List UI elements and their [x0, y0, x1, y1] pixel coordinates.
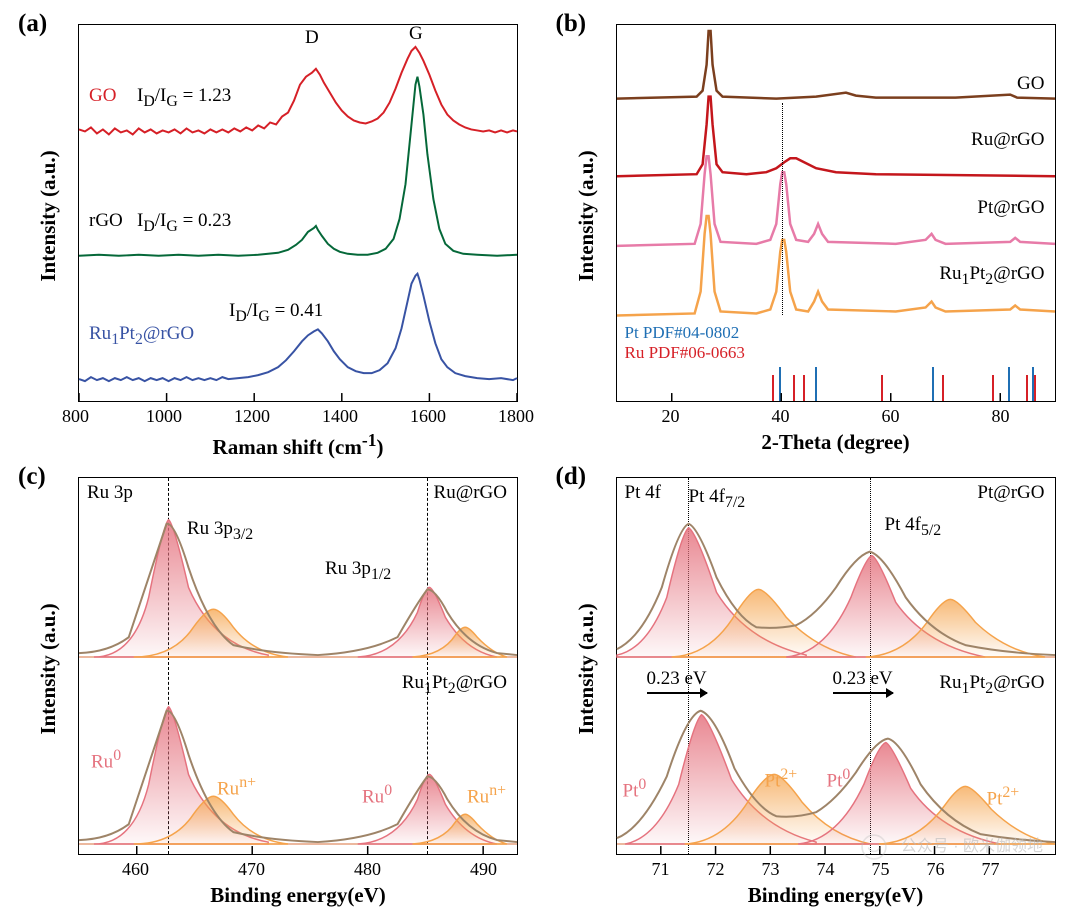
d-region-bot: Ru1Pt2@rGO — [939, 672, 1044, 698]
pdf-ru-label: Ru PDF#06-0663 — [625, 343, 745, 363]
panel-d: (d) — [544, 459, 1074, 904]
c-ru0-l: Ru0 — [91, 747, 121, 773]
xtick-b-60: 60 — [882, 406, 900, 427]
xtick-a-1200: 1200 — [234, 406, 270, 427]
xtick-c-480: 480 — [354, 859, 381, 880]
plot-b: GO Ru@rGO Pt@rGO Ru1Pt2@rGO Pt PDF#04-08… — [616, 24, 1056, 402]
xtick-d-73: 73 — [762, 859, 780, 880]
peak-d-label: D — [305, 27, 319, 49]
d-pt4f72: Pt 4f7/2 — [689, 486, 746, 512]
panel-d-label: (d) — [556, 463, 587, 491]
d-pt2-r: Pt2+ — [987, 784, 1020, 810]
pdf-pt-label: Pt PDF#04-0802 — [625, 323, 740, 343]
plot-c: Ru 3p Ru@rGO Ru 3p3/2 Ru 3p1/2 Ru1Pt2@rG… — [78, 477, 518, 855]
d-shift2: 0.23 eV — [833, 668, 893, 690]
series-rupt-idig: ID/IG = 0.41 — [229, 300, 323, 326]
xtick-a-1000: 1000 — [146, 406, 182, 427]
d-pt2-l: Pt2+ — [765, 766, 798, 792]
series-go-label: GO — [89, 85, 116, 107]
series-rupt-label: Ru1Pt2@rGO — [89, 323, 194, 349]
d-arrow2 — [833, 692, 893, 694]
c-run-l: Run+ — [217, 774, 256, 800]
xtick-a-1800: 1800 — [498, 406, 534, 427]
xtick-d-71: 71 — [652, 859, 670, 880]
d-arrow1 — [647, 692, 707, 694]
peak-g-label: G — [409, 23, 423, 45]
xrd-rurgo-label: Ru@rGO — [971, 129, 1044, 151]
xtick-b-40: 40 — [772, 406, 790, 427]
ylabel-b: Intensity (a.u.) — [574, 150, 599, 281]
panel-c: (c) — [6, 459, 536, 904]
c-spectrum-label: Ru 3p — [87, 482, 133, 504]
xrd-ptrgo-label: Pt@rGO — [977, 197, 1044, 219]
watermark-icon — [861, 834, 887, 860]
d-shift1: 0.23 eV — [647, 668, 707, 690]
c-ru3p32: Ru 3p3/2 — [187, 518, 253, 544]
ylabel-c: Intensity (a.u.) — [36, 603, 61, 734]
panel-b: (b) GO Ru@rGO Pt@rGO Ru1Pt2@rGO Pt PDF#0… — [544, 6, 1074, 451]
panel-a-label: (a) — [18, 10, 47, 38]
xlabel-a: Raman shift (cm-1) — [213, 430, 384, 460]
d-pt4f52: Pt 4f5/2 — [885, 514, 942, 540]
xtick-b-20: 20 — [662, 406, 680, 427]
plot-d: Pt 4f Pt@rGO Pt 4f7/2 Pt 4f5/2 Ru1Pt2@rG… — [616, 477, 1056, 855]
c-ru3p12: Ru 3p1/2 — [325, 558, 391, 584]
d-region-top: Pt@rGO — [977, 482, 1044, 504]
panel-a: (a) D G GO ID/IG = 1.23 rGO ID/IG = 0.23… — [6, 6, 536, 451]
plot-a: D G GO ID/IG = 1.23 rGO ID/IG = 0.23 Ru1… — [78, 24, 518, 402]
c-region-top: Ru@rGO — [434, 482, 507, 504]
d-pt0-r: Pt0 — [827, 766, 851, 792]
xlabel-c: Binding energy(eV) — [210, 883, 386, 908]
d-pt0-l: Pt0 — [623, 776, 647, 802]
xtick-c-460: 460 — [122, 859, 149, 880]
panel-c-label: (c) — [18, 463, 46, 491]
series-rgo-idig: ID/IG = 0.23 — [137, 210, 231, 236]
watermark: 公众号 · 欧米伽领地 — [901, 832, 1043, 856]
series-go-idig: ID/IG = 1.23 — [137, 85, 231, 111]
xtick-d-76: 76 — [927, 859, 945, 880]
xrd-go-label: GO — [1017, 73, 1044, 95]
xtick-c-490: 490 — [470, 859, 497, 880]
d-spectrum-label: Pt 4f — [625, 482, 661, 504]
ylabel-d: Intensity (a.u.) — [574, 603, 599, 734]
c-region-bot: Ru1Pt2@rGO — [402, 672, 507, 698]
xtick-d-75: 75 — [872, 859, 890, 880]
xps-c-traces — [79, 478, 517, 854]
c-run-r: Run+ — [467, 782, 506, 808]
xtick-b-80: 80 — [992, 406, 1010, 427]
c-ru0-r: Ru0 — [362, 782, 392, 808]
xtick-d-72: 72 — [707, 859, 725, 880]
xtick-c-470: 470 — [238, 859, 265, 880]
xtick-a-1400: 1400 — [322, 406, 358, 427]
ylabel-a: Intensity (a.u.) — [36, 150, 61, 281]
xrd-rupt-label: Ru1Pt2@rGO — [939, 263, 1044, 289]
panel-b-label: (b) — [556, 10, 587, 38]
xtick-a-1600: 1600 — [410, 406, 446, 427]
xlabel-d: Binding energy(eV) — [748, 883, 924, 908]
xtick-a-800: 800 — [62, 406, 89, 427]
series-rgo-label: rGO — [89, 210, 123, 232]
xlabel-b: 2-Theta (degree) — [761, 430, 909, 455]
xtick-d-74: 74 — [817, 859, 835, 880]
xtick-d-77: 77 — [982, 859, 1000, 880]
